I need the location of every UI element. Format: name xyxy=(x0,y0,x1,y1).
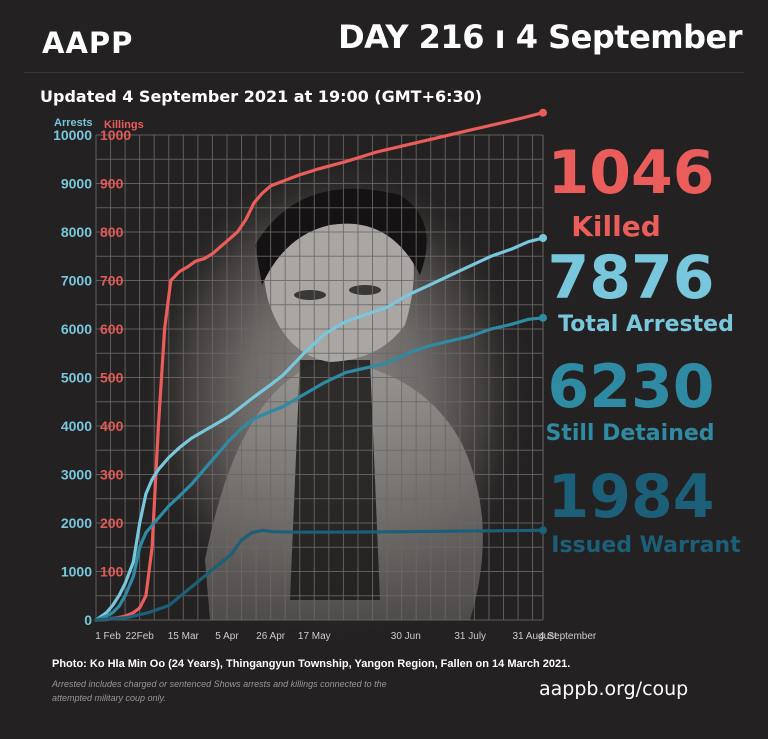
header-divider xyxy=(24,72,744,73)
series-line-total-arrested xyxy=(94,236,545,622)
day-title: DAY 216 ı 4 September xyxy=(338,18,742,56)
left-axis-tick-label: 2000 xyxy=(61,515,92,531)
photo-caption: Photo: Ko Hla Min Oo (24 Years), Thingan… xyxy=(52,658,571,670)
right-axis-tick-label: 900 xyxy=(100,176,124,192)
killed-count: 1046 xyxy=(547,138,715,208)
right-axis-tick-label: 200 xyxy=(100,515,124,531)
killed-label: Killed xyxy=(571,210,661,243)
updated-timestamp: Updated 4 September 2021 at 19:00 (GMT+6… xyxy=(40,87,483,106)
right-axis-title: Killings xyxy=(104,119,144,131)
left-axis-tick-label: 9000 xyxy=(61,176,92,192)
left-axis-tick-label: 7000 xyxy=(61,273,92,289)
x-axis-tick-label: 31 August xyxy=(512,631,557,642)
right-axis-tick-label: 700 xyxy=(100,273,124,289)
left-axis-tick-label: 5000 xyxy=(61,370,92,386)
series-endpoint-still-detained xyxy=(539,313,547,322)
series-endpoint-issued-warrant xyxy=(539,526,547,535)
brand-logo: AAPP xyxy=(42,26,134,60)
x-axis-tick-label: 17 May xyxy=(298,631,331,642)
x-axis-tick-label: 30 Jun xyxy=(391,631,421,642)
x-axis-tick-label: 5 Apr xyxy=(215,631,239,642)
arrested-count: 7876 xyxy=(547,243,715,313)
warrant-count: 1984 xyxy=(547,462,715,532)
warrant-label: Issued Warrant xyxy=(551,533,741,558)
left-axis-tick-label: 10000 xyxy=(53,127,92,143)
series-endpoint-killings xyxy=(539,108,547,117)
left-axis-title: Arrests xyxy=(54,117,93,129)
right-axis-tick-label: 1000 xyxy=(100,127,131,143)
right-axis-tick-label: 800 xyxy=(100,224,124,240)
x-axis-tick-label: 26 Apr xyxy=(256,631,286,642)
right-axis-tick-label: 100 xyxy=(100,564,124,580)
right-axis-tick-label: 600 xyxy=(100,321,124,337)
x-axis-tick-label: 22Feb xyxy=(125,631,154,642)
left-axis-tick-label: 8000 xyxy=(61,224,92,240)
right-axis-tick-label: 300 xyxy=(100,467,124,483)
chart-grid xyxy=(95,134,544,621)
left-axis-tick-label: 0 xyxy=(84,612,92,628)
left-axis-tick-label: 4000 xyxy=(61,418,92,434)
detained-label: Still Detained xyxy=(545,421,715,446)
left-axis-tick-label: 3000 xyxy=(61,467,92,483)
chart-axes: Arrests Killings 0 1000 2000 3000 4000 5000 6000… xyxy=(53,117,597,642)
left-axis-tick-label: 6000 xyxy=(61,321,92,337)
arrested-label: Total Arrested xyxy=(558,312,734,337)
series-line-issued-warrant xyxy=(94,528,545,622)
x-axis-tick-label: 15 Mar xyxy=(168,631,200,642)
left-axis-tick-label: 1000 xyxy=(61,564,92,580)
x-axis-tick-label: 4 September xyxy=(539,631,597,642)
right-axis-tick-label: 400 xyxy=(100,418,124,434)
right-axis-tick-label: 500 xyxy=(100,370,124,386)
detained-count: 6230 xyxy=(547,352,715,422)
series-endpoint-total-arrested xyxy=(539,234,547,243)
website-link[interactable]: aappb.org/coup xyxy=(539,678,689,700)
series-line-still-detained xyxy=(94,316,545,622)
series-line-killings xyxy=(94,111,545,622)
x-axis-tick-label: 31 July xyxy=(454,631,486,642)
memorial-portrait xyxy=(135,150,535,640)
footnote: Arrested includes charged or sentenced S… xyxy=(52,679,387,703)
chart-series xyxy=(94,108,547,622)
x-axis-tick-label: 1 Feb xyxy=(95,631,121,642)
